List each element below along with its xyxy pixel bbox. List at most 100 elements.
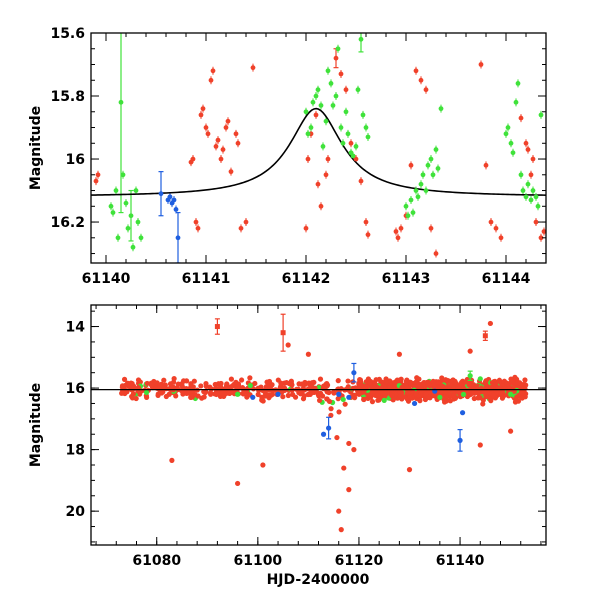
data-point-red [328, 412, 334, 418]
data-point-red [316, 397, 323, 404]
data-point-red [362, 386, 368, 392]
data-point-red [519, 395, 525, 401]
data-point-red [266, 378, 273, 385]
x-tick-label: 61143 [382, 271, 431, 287]
data-point-red [356, 391, 362, 397]
x-tick-label: 61141 [182, 271, 231, 287]
data-point-red [490, 392, 497, 398]
data-point-red [488, 219, 494, 225]
data-point-red [166, 386, 173, 392]
data-point-green [335, 46, 341, 52]
data-point-red [493, 225, 499, 231]
data-point-red [198, 383, 204, 389]
data-point-green [143, 389, 150, 396]
data-point-red [203, 125, 209, 130]
data-point-red [208, 391, 214, 397]
data-point-red [235, 140, 241, 146]
data-point-red [208, 77, 214, 83]
data-point-red [399, 384, 405, 390]
plot-area [91, 313, 546, 533]
data-point-red [309, 389, 315, 396]
data-point-red [190, 384, 196, 390]
data-point-red [342, 401, 348, 407]
top-y-axis-title: Magnitude [28, 106, 44, 190]
data-point-red [331, 390, 337, 396]
data-point-red [396, 377, 402, 383]
data-point-red [367, 380, 373, 386]
data-point-red [213, 144, 219, 149]
data-point-red [222, 391, 228, 398]
data-point-red [363, 219, 369, 225]
data-point-red [538, 235, 544, 241]
x-tick-label: 61140 [82, 271, 131, 287]
data-point-red [120, 383, 126, 389]
data-point-green [340, 396, 346, 403]
data-point-green [433, 147, 439, 152]
outlier-green [235, 391, 241, 397]
data-point-red [198, 112, 204, 118]
data-point-red [530, 156, 536, 162]
bottom-data-marks [91, 313, 546, 533]
data-point-green [410, 210, 416, 215]
data-point-red [510, 380, 517, 387]
data-point-green [360, 112, 366, 118]
outlier-red [305, 351, 311, 357]
data-point-green [330, 103, 336, 108]
outlier-red [477, 442, 483, 448]
data-point-red [522, 377, 528, 383]
outlier-red [338, 527, 344, 533]
y-tick-label: 14 [66, 320, 86, 336]
data-point-blue [158, 191, 164, 197]
data-point-red [372, 381, 378, 387]
data-point-red [408, 162, 414, 168]
x-tick-label: 61080 [132, 553, 181, 569]
data-point-red [452, 380, 459, 386]
data-point-red [200, 106, 206, 112]
data-point-red [195, 225, 201, 231]
data-point-red [464, 389, 471, 395]
data-point-red [387, 384, 393, 390]
data-point-red [512, 374, 518, 381]
data-point-red [193, 219, 199, 225]
data-point-green [420, 172, 426, 178]
data-point-red [283, 380, 290, 386]
data-point-red [228, 169, 234, 175]
data-point-red [144, 380, 150, 387]
data-point-red [159, 390, 165, 396]
data-point-red [121, 376, 128, 382]
outlier-red [214, 324, 220, 330]
data-point-red [398, 393, 404, 399]
data-point-red [247, 375, 253, 381]
data-point-red [224, 381, 230, 387]
outlier-blue [457, 437, 463, 443]
data-point-red [336, 409, 342, 415]
data-point-red [166, 391, 172, 397]
data-point-green [115, 235, 121, 241]
data-point-red [218, 156, 224, 162]
data-point-green [323, 118, 329, 124]
data-point-red [305, 156, 311, 162]
data-point-red [191, 378, 197, 384]
data-point-green [435, 166, 441, 171]
outlier-blue [275, 391, 281, 397]
data-point-red [489, 380, 496, 386]
data-point-red [225, 118, 231, 124]
data-point-red [203, 383, 209, 390]
data-point-red [348, 140, 354, 146]
model-curve [91, 107, 546, 196]
data-point-green [340, 140, 346, 146]
data-point-red [471, 395, 477, 402]
data-point-red [178, 387, 184, 394]
data-point-red [518, 386, 524, 392]
data-point-green [518, 172, 524, 178]
outlier-red [341, 465, 347, 471]
data-point-green [503, 131, 509, 137]
data-point-red [315, 181, 321, 187]
outlier-blue [320, 431, 327, 437]
data-point-red [533, 219, 539, 225]
data-point-red [292, 394, 299, 400]
data-point-green [315, 87, 321, 93]
data-point-green [430, 172, 436, 178]
data-point-red [418, 77, 424, 83]
